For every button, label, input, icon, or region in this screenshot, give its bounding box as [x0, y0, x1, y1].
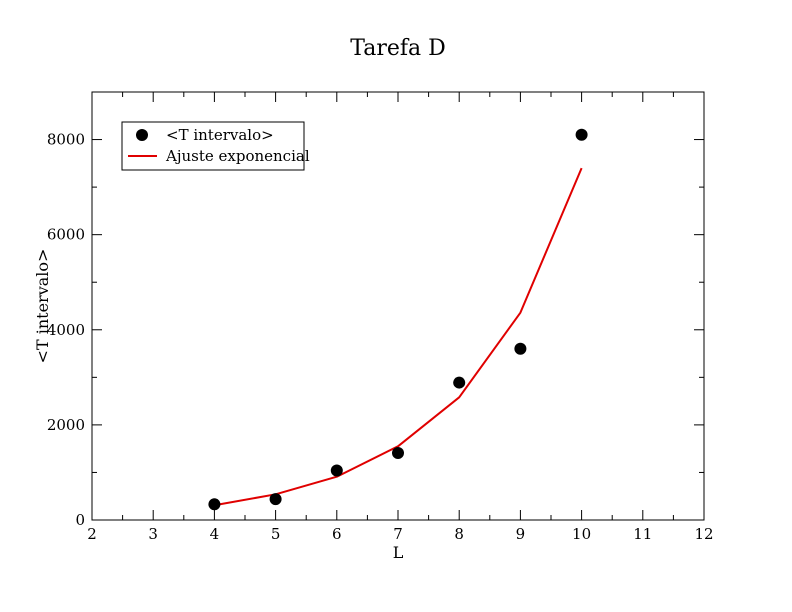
data-point	[575, 128, 588, 141]
x-axis: 2 3 4 5 6 7 8 9 10 11 12	[87, 92, 714, 543]
y-tick-label: 0	[75, 511, 85, 529]
data-point	[208, 498, 221, 511]
legend-label-scatter: <T intervalo>	[166, 126, 274, 144]
x-tick-label: 10	[572, 525, 591, 543]
x-tick-label: 5	[271, 525, 281, 543]
y-tick-label: 8000	[47, 131, 85, 149]
x-tick-label: 6	[332, 525, 342, 543]
x-tick-label: 3	[148, 525, 158, 543]
legend: <T intervalo> Ajuste exponencial	[121, 121, 310, 171]
x-axis-label: L	[393, 543, 404, 562]
data-point	[330, 464, 343, 477]
x-tick-label: 7	[393, 525, 403, 543]
x-tick-label: 9	[516, 525, 526, 543]
x-tick-label: 12	[694, 525, 713, 543]
y-axis-label: <T intervalo>	[33, 249, 52, 364]
y-tick-label: 6000	[47, 226, 85, 244]
legend-box	[121, 121, 305, 171]
x-tick-label: 4	[210, 525, 220, 543]
data-point	[269, 493, 282, 506]
y-tick-label: 2000	[47, 416, 85, 434]
y-tick-label: 4000	[47, 321, 85, 339]
data-point	[392, 446, 404, 459]
x-tick-label: 8	[454, 525, 464, 543]
chart-title: Tarefa D	[350, 36, 446, 61]
data-point	[514, 342, 527, 355]
series-layer	[208, 128, 588, 511]
x-tick-label: 11	[633, 525, 652, 543]
y-axis: 0 2000 4000 6000 8000	[47, 131, 704, 529]
legend-marker-scatter	[136, 129, 148, 141]
x-tick-label: 2	[87, 525, 97, 543]
data-point	[453, 376, 466, 389]
legend-label-line: Ajuste exponencial	[165, 147, 310, 165]
